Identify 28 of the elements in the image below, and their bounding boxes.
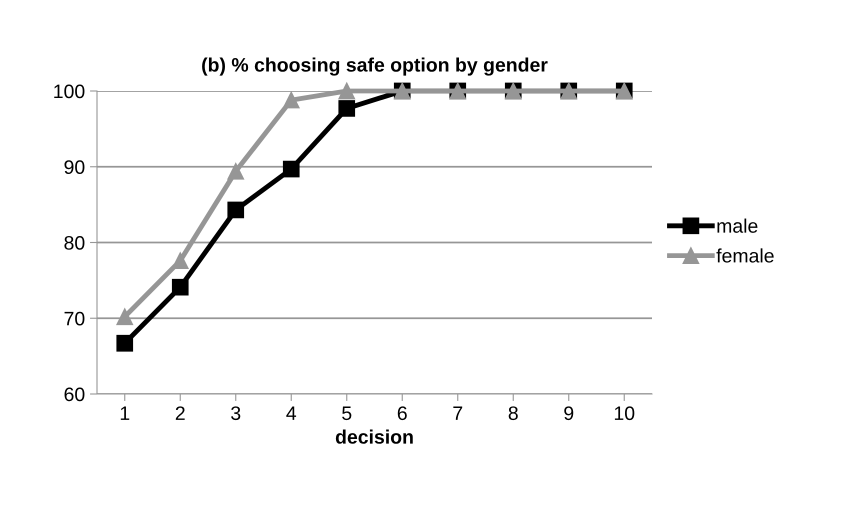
x-tick-label: 6	[398, 406, 407, 420]
x-tick-label: 7	[453, 406, 462, 420]
point	[172, 278, 189, 296]
x-tick-label: 2	[176, 406, 185, 420]
point	[116, 334, 134, 352]
point	[338, 100, 356, 117]
x-tick-label: 8	[508, 406, 518, 420]
point	[282, 92, 300, 108]
legend-label: female	[716, 248, 774, 263]
y-tick-label: 70	[64, 312, 84, 326]
x-tick-label: 3	[231, 406, 240, 420]
point	[227, 202, 244, 218]
x-tick-label: 1	[120, 406, 130, 420]
y-tick-label: 100	[54, 84, 84, 98]
y-tick-label: 90	[64, 160, 84, 174]
point	[338, 82, 356, 100]
point	[227, 162, 244, 180]
x-tick-label: 9	[564, 406, 574, 420]
x-tick-label: 5	[342, 406, 352, 420]
point	[116, 308, 134, 326]
x-axis-title: decision	[336, 429, 413, 444]
x-tick-label: 4	[286, 406, 296, 420]
point	[282, 160, 300, 178]
legend-label: male	[717, 218, 758, 233]
chart-title: (b) % choosing safe option by gender	[202, 57, 548, 76]
x-tick-label: 10	[614, 406, 634, 420]
y-tick-label: 60	[64, 387, 84, 402]
y-tick-label: 80	[64, 236, 84, 250]
